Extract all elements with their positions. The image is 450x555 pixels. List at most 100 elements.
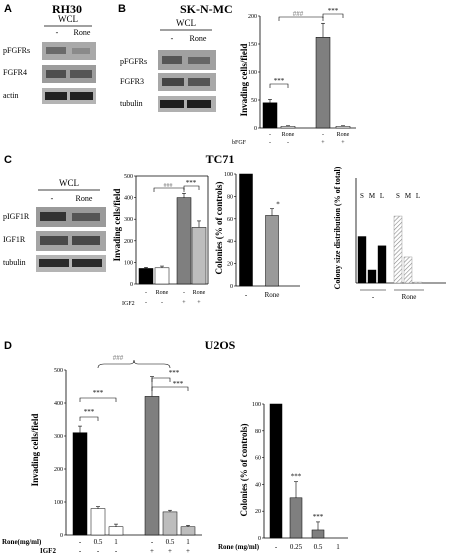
chart-b-sig-bracket — [269, 83, 289, 88]
chart-d-inv-sig-label: *** — [173, 380, 184, 388]
chart-c-size-slm-label: M — [369, 192, 376, 200]
chart-b-y-tick-label: 0 — [254, 126, 257, 132]
chart-b-bar — [280, 126, 296, 129]
rone-conc-label-d-col: Rone (mg/ml) — [218, 543, 260, 551]
chart-c-inv-bar — [191, 227, 207, 285]
chart-d-inv-bar — [162, 511, 178, 536]
invasion-chart-b: 0 50 100 150 200 *** *** ### - Rone - Rone - - + + — [248, 7, 356, 146]
chart-d-inv-sig-bracket — [79, 397, 117, 402]
chart-d-inv-sig-label: *** — [93, 389, 104, 397]
chart-b-rone-label: - — [269, 132, 271, 138]
chart-d-col-y-tick-label: 40 — [255, 482, 261, 488]
chart-d-col-bar — [289, 497, 303, 539]
chart-c-inv-bar — [154, 267, 170, 285]
chart-d-inv-bar — [144, 396, 160, 536]
bfgf-label: bFGF — [232, 140, 247, 146]
chart-c-inv-y-tick-label: 400 — [124, 196, 133, 202]
chart-c-col-y-tick-label: 0 — [230, 284, 233, 290]
chart-c-col-sig-label: * — [276, 201, 280, 209]
chart-b-bfgf-label: - — [269, 140, 271, 146]
chart-c-inv-igf2-label: - — [145, 300, 147, 306]
chart-d-col-rone-label: - — [275, 543, 278, 551]
lane-label-c-2: Rone — [76, 194, 93, 203]
y-axis-label-c-size-text: Colony size distribution (% of total) — [333, 166, 342, 289]
chart-b-hash-bracket — [278, 16, 324, 21]
chart-c-inv-bar — [138, 268, 154, 285]
chart-b-sig-bracket — [322, 13, 344, 18]
chart-c-inv-y-tick-label: 300 — [124, 217, 133, 223]
blot-label-a-2: FGFR4 — [3, 68, 27, 77]
chart-b-hash-label: ### — [293, 10, 304, 18]
chart-d-inv-rone-label: 0.5 — [94, 538, 103, 546]
chart-b-bfgf-label: - — [287, 140, 289, 146]
chart-c-inv-igf2-label: + — [182, 300, 186, 306]
chart-d-inv-igf2-label: - — [115, 547, 118, 555]
chart-d-inv-y-tick-label: 200 — [54, 467, 63, 473]
chart-c-col-y-tick-label: 100 — [224, 172, 233, 178]
chart-c-size-bar — [367, 269, 377, 284]
chart-c-col-x-label: - — [245, 291, 248, 299]
blot-label-b-1: pFGFRs — [120, 57, 147, 66]
chart-d-col-bar — [269, 403, 283, 539]
chart-b-sig-label: *** — [328, 7, 339, 15]
chart-d-inv-igf2-label: + — [186, 547, 190, 555]
chart-c-inv-rone-label: - — [145, 290, 147, 296]
blot-label-c-3: tubulin — [3, 258, 26, 267]
chart-c-size-bar — [357, 236, 367, 284]
chart-b-y-tick-label: 100 — [248, 70, 257, 76]
chart-b-y-tick-label: 50 — [251, 98, 257, 104]
chart-c-col-y-tick-label: 20 — [227, 262, 233, 268]
panel-a-title: RH30 — [52, 2, 82, 16]
igf2-label-d: IGF2 — [40, 547, 56, 555]
chart-d-inv-y-tick-label: 300 — [54, 434, 63, 440]
western-blot-b — [158, 50, 216, 112]
chart-c-col-bar — [265, 215, 279, 287]
chart-d-col-rone-label: 0.5 — [314, 543, 323, 551]
size-distribution-chart-c: S SM ML L- Rone — [355, 178, 446, 301]
chart-c-inv-y-tick-label: 0 — [130, 282, 133, 288]
panel-c-title: TC71 — [206, 152, 235, 166]
chart-b-sig-label: *** — [274, 77, 285, 85]
y-axis-label-b: Invading cells/field — [239, 44, 249, 117]
chart-c-col-y-tick-label: 80 — [227, 194, 233, 200]
chart-c-inv-bar — [176, 197, 192, 285]
chart-d-col-y-tick-label: 20 — [255, 509, 261, 515]
chart-c-inv-igf2-label: - — [161, 300, 163, 306]
chart-c-col-x-label: Rone — [265, 291, 280, 299]
chart-d-inv-igf2-label: + — [150, 547, 154, 555]
chart-c-size-slm-label: S — [360, 192, 364, 200]
chart-c-inv-sig-label: *** — [186, 179, 197, 187]
chart-d-inv-igf2-label: + — [168, 547, 172, 555]
chart-d-col-rone-label: 0.25 — [290, 543, 303, 551]
colonies-chart-c: 0 20 40 60 80 100 * - Rone — [224, 172, 300, 299]
chart-d-inv-y-tick-label: 0 — [60, 533, 63, 539]
western-blot-a — [42, 42, 96, 104]
chart-c-size-slm-label: M — [405, 192, 412, 200]
chart-c-inv-y-tick-label: 500 — [124, 174, 133, 180]
chart-d-inv-y-tick-label: 100 — [54, 500, 63, 506]
panel-letter-d: D — [4, 340, 12, 352]
chart-c-size-bar — [377, 245, 387, 284]
chart-d-inv-y-tick-label: 400 — [54, 401, 63, 407]
chart-c-size-slm-label: L — [416, 192, 420, 200]
chart-d-inv-bar — [90, 508, 106, 536]
panel-letter-b: B — [118, 3, 126, 15]
chart-c-inv-y-tick-label: 100 — [124, 260, 133, 266]
igf2-label-c: IGF2 — [122, 301, 135, 307]
y-axis-label-c-size: Colony size distribution (% of total) — [333, 166, 342, 289]
chart-c-col-y-tick-label: 60 — [227, 217, 233, 223]
rone-conc-label-d: Rone(mg/ml) — [2, 538, 42, 546]
chart-d-inv-rone-label: 0.5 — [166, 538, 175, 546]
lane-label-c-1: - — [51, 194, 54, 203]
panel-letter-a: A — [4, 3, 12, 15]
chart-b-rone-label: Rone — [282, 132, 295, 138]
chart-b-bfgf-label: + — [341, 140, 345, 146]
western-blot-c — [36, 207, 106, 272]
chart-d-col-sig-label: *** — [291, 473, 302, 481]
chart-d-col-y-tick-label: 80 — [255, 429, 261, 435]
chart-d-col-y-tick-label: 100 — [252, 402, 261, 408]
chart-d-col-y-tick-label: 0 — [258, 536, 261, 542]
chart-d-inv-hash-label: ### — [113, 354, 124, 362]
